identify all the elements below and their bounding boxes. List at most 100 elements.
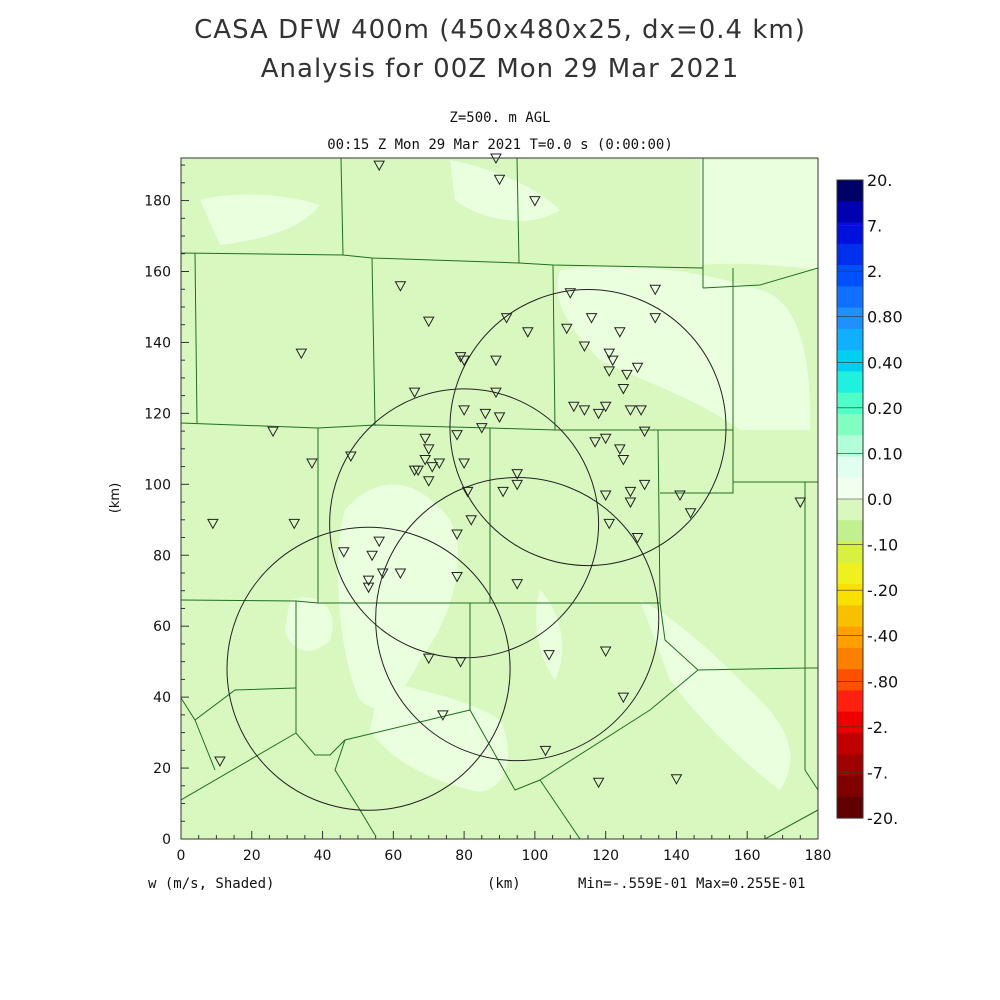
station-marker	[500, 313, 513, 324]
station-marker	[624, 497, 637, 509]
colorbar-label: -.80	[867, 672, 898, 691]
station-marker	[408, 387, 421, 399]
station-marker	[295, 348, 308, 360]
x-tick-label: 60	[384, 848, 402, 864]
station-marker	[621, 369, 633, 381]
radar-range-ring	[375, 477, 660, 762]
colorbar-swatch	[837, 371, 863, 394]
y-tick-label: 140	[144, 335, 171, 351]
station-marker	[437, 710, 449, 721]
station-marker	[451, 430, 463, 441]
station-marker	[599, 401, 612, 413]
light-patch	[285, 597, 333, 651]
colorbar-swatch	[837, 477, 863, 500]
station-marker	[493, 412, 506, 423]
station-marker	[585, 313, 598, 324]
station-marker	[451, 529, 463, 540]
station-marker	[592, 777, 605, 789]
station-marker	[458, 405, 470, 416]
station-marker	[306, 458, 318, 470]
colorbar: 20. 7. 2. 0.80 0.40 0.20 0.10 0.0 -.10 -.20 -.40 -.…	[836, 171, 903, 828]
station-marker	[521, 327, 534, 338]
station-marker	[543, 650, 555, 661]
station-marker	[465, 515, 478, 526]
station-marker	[288, 518, 301, 530]
colorbar-label: 0.80	[867, 308, 903, 327]
station-marker	[433, 458, 446, 470]
x-tick-label: 160	[734, 848, 761, 864]
x-tick-label: 80	[455, 848, 473, 864]
station-marker	[493, 174, 506, 186]
station-marker	[419, 454, 432, 466]
colorbar-label: 20.	[867, 171, 892, 190]
colorbar-swatch	[837, 796, 863, 819]
colorbar-swatch	[837, 499, 863, 521]
x-axis-label: (km)	[487, 876, 521, 892]
station-marker	[603, 366, 616, 377]
colorbar-label: -.10	[867, 536, 898, 555]
station-marker	[362, 575, 375, 587]
x-tick-label: 100	[522, 848, 549, 864]
colorbar-swatch	[837, 605, 863, 628]
station-marker	[454, 657, 467, 668]
radar-range-ring	[226, 526, 511, 811]
station-marker	[214, 756, 226, 767]
colorbar-swatch	[837, 626, 863, 649]
x-tick-label: 20	[243, 848, 261, 864]
station-marker	[345, 451, 357, 462]
station-marker	[674, 490, 686, 501]
colorbar-swatch	[837, 413, 863, 436]
station-markers	[207, 153, 807, 789]
station-marker	[684, 508, 697, 519]
station-marker	[458, 458, 470, 470]
station-marker	[613, 444, 626, 455]
y-tick-label: 40	[153, 690, 171, 706]
station-marker	[475, 423, 488, 434]
variable-label: w (m/s, Shaded)	[148, 876, 275, 892]
station-marker	[539, 745, 552, 757]
colorbar-swatch	[837, 307, 863, 330]
colorbar-label: -2.	[867, 718, 888, 737]
colorbar-swatch	[837, 775, 863, 798]
colorbar-swatch	[837, 222, 863, 245]
station-marker	[592, 408, 605, 420]
station-marker	[490, 387, 502, 399]
time-label: 00:15 Z Mon 29 Mar 2021 T=0.0 s (0:00:00…	[327, 137, 673, 153]
station-marker	[617, 454, 630, 466]
colorbar-label: 0.40	[867, 353, 903, 372]
station-marker	[560, 323, 573, 335]
station-marker	[578, 405, 591, 416]
level-label: Z=500. m AGL	[449, 110, 551, 126]
station-marker	[362, 582, 375, 594]
station-marker	[564, 288, 577, 299]
station-marker	[461, 486, 474, 498]
colorbar-label: 2.	[867, 262, 882, 281]
colorbar-label: -.20	[867, 581, 898, 600]
colorbar-swatch	[837, 584, 863, 606]
x-tick-label: 0	[177, 848, 186, 864]
colorbar-swatch	[837, 265, 863, 287]
station-marker	[422, 316, 435, 328]
colorbar-swatch	[837, 350, 863, 372]
station-marker	[373, 536, 386, 548]
station-marker	[794, 497, 807, 509]
station-marker	[589, 437, 601, 448]
station-marker	[638, 479, 651, 491]
station-marker	[422, 653, 435, 665]
station-marker	[529, 196, 541, 207]
colorbar-swatch	[837, 180, 863, 202]
colorbar-swatch	[837, 711, 863, 734]
colorbar-swatch	[837, 392, 863, 415]
station-marker	[613, 327, 626, 338]
station-marker	[267, 426, 279, 438]
station-marker	[458, 355, 470, 367]
station-marker	[373, 160, 386, 172]
station-marker	[511, 579, 524, 590]
y-axis: 0 20 40 60 80 100 120 140 160 180	[144, 164, 189, 848]
y-tick-label: 100	[144, 477, 171, 493]
y-tick-label: 180	[144, 194, 171, 210]
station-marker	[419, 433, 432, 445]
light-patch	[557, 266, 811, 430]
station-marker	[394, 568, 407, 580]
